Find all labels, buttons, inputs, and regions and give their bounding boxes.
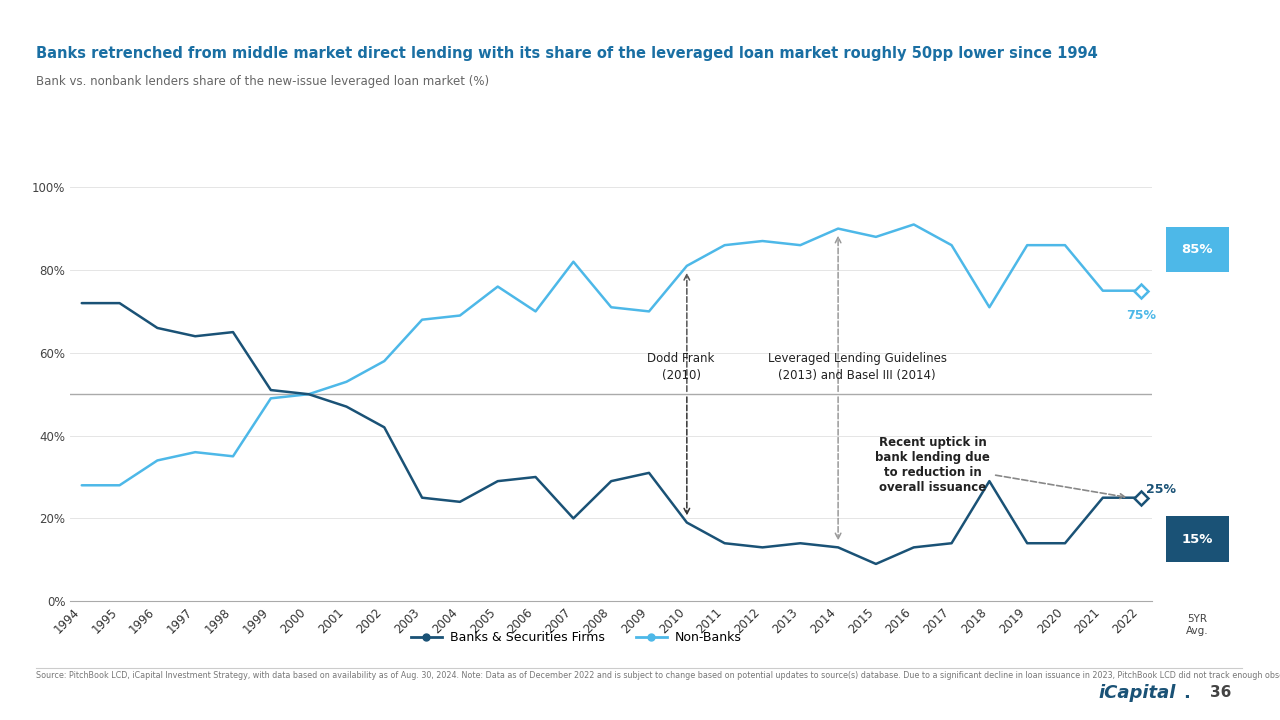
Text: Source: PitchBook LCD, iCapital Investment Strategy, with data based on availabi: Source: PitchBook LCD, iCapital Investme… xyxy=(36,671,1280,680)
FancyBboxPatch shape xyxy=(1166,516,1229,562)
Text: 36: 36 xyxy=(1210,685,1231,700)
Text: Leveraged Lending Guidelines
(2013) and Basel III (2014): Leveraged Lending Guidelines (2013) and … xyxy=(768,352,946,382)
Text: 5YR
Avg.: 5YR Avg. xyxy=(1187,613,1208,636)
Text: 15%: 15% xyxy=(1181,533,1213,546)
Text: 25%: 25% xyxy=(1147,482,1176,495)
Legend: Banks & Securities Firms, Non-Banks: Banks & Securities Firms, Non-Banks xyxy=(406,626,746,649)
FancyBboxPatch shape xyxy=(1166,227,1229,272)
Text: Banks retrenched from middle market direct lending with its share of the leverag: Banks retrenched from middle market dire… xyxy=(36,46,1097,61)
Text: Dodd Frank
(2010): Dodd Frank (2010) xyxy=(648,352,714,382)
Text: Bank vs. nonbank lenders share of the new-issue leveraged loan market (%): Bank vs. nonbank lenders share of the ne… xyxy=(36,75,489,88)
Text: Recent uptick in
bank lending due
to reduction in
overall issuance: Recent uptick in bank lending due to red… xyxy=(876,436,1125,498)
Text: iCapital: iCapital xyxy=(1098,684,1175,701)
Text: 85%: 85% xyxy=(1181,243,1213,256)
Text: 75%: 75% xyxy=(1125,310,1156,323)
Text: .: . xyxy=(1183,684,1189,701)
